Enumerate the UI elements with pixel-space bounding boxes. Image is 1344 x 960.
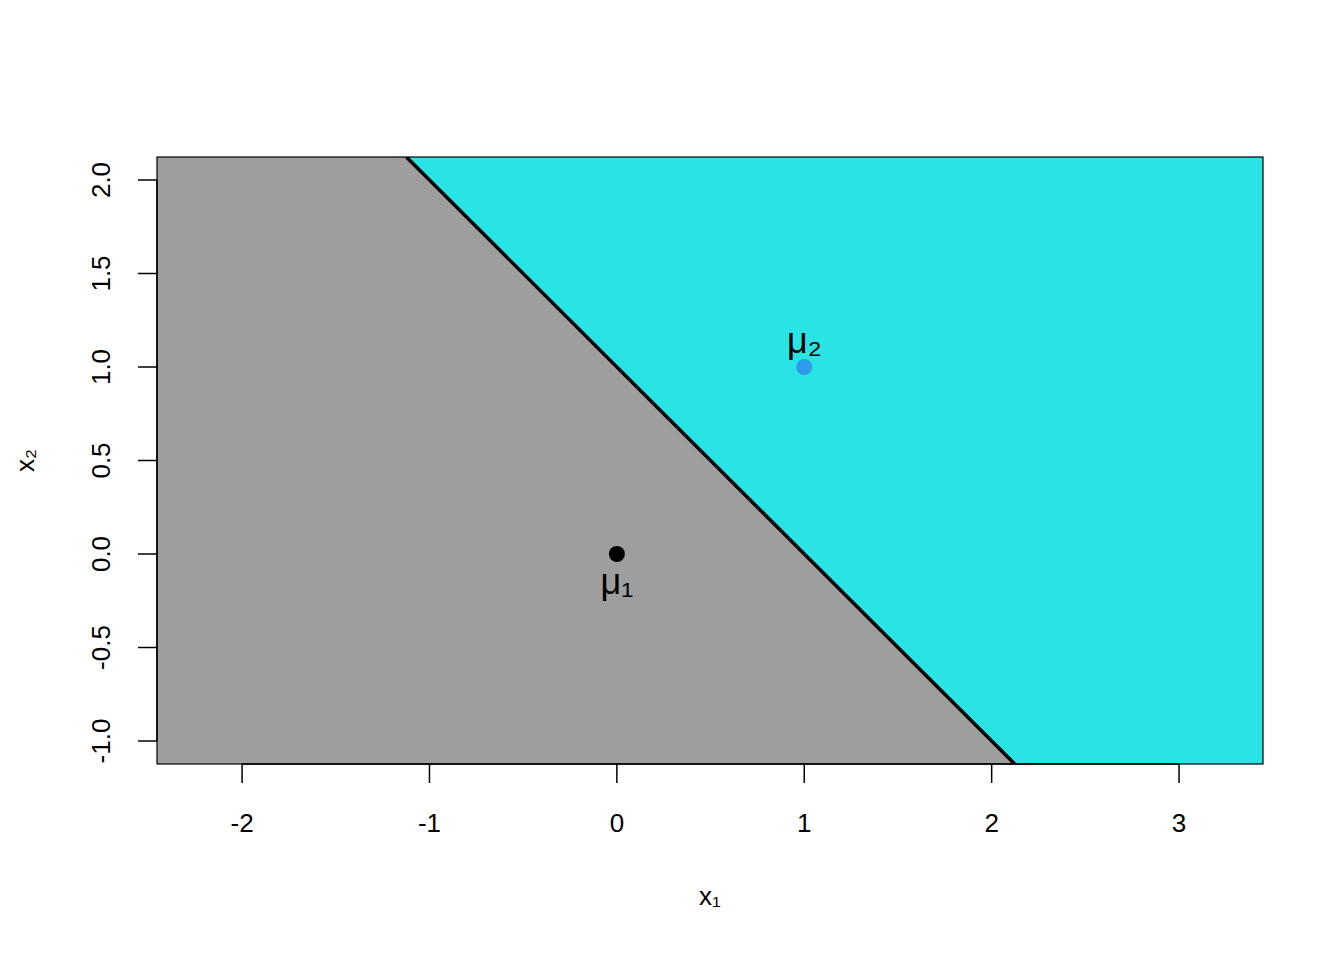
x-tick — [991, 764, 993, 783]
y-tick — [138, 553, 157, 555]
decision-boundary — [406, 157, 1014, 764]
x-tick-label: -1 — [418, 808, 441, 838]
y-axis-title: x₂ — [10, 449, 40, 472]
x-tick — [241, 764, 243, 783]
y-tick — [138, 179, 157, 181]
x-tick-label: -2 — [231, 808, 254, 838]
y-tick — [138, 647, 157, 649]
x-axis-line — [242, 763, 1179, 765]
point — [609, 546, 625, 562]
point — [796, 359, 812, 375]
plot-area — [157, 157, 1263, 764]
x-tick-label: 1 — [797, 808, 811, 838]
point-label: μ₂ — [787, 320, 822, 361]
y-tick — [138, 740, 157, 742]
y-tick — [138, 273, 157, 275]
x-tick-label: 0 — [610, 808, 624, 838]
y-tick — [138, 460, 157, 462]
y-tick — [138, 366, 157, 368]
y-tick-label: 1.5 — [86, 255, 116, 291]
y-tick-label: 1.0 — [86, 349, 116, 385]
x-axis-title: x₁ — [699, 881, 721, 911]
y-tick-label: -1.0 — [86, 719, 116, 764]
x-tick-label: 2 — [984, 808, 998, 838]
x-tick — [616, 764, 618, 783]
y-tick-label: -0.5 — [86, 625, 116, 670]
y-tick-label: 0.5 — [86, 442, 116, 478]
point-label: μ₁ — [600, 561, 633, 602]
region — [406, 157, 1263, 764]
chart: μ₁ μ₂ -2 -1 0 1 2 3 -1.0 -0.5 0.0 0.5 1.0 1.5 2.0 x₁ x₂ — [0, 0, 1344, 960]
y-tick-label: 2.0 — [86, 162, 116, 198]
x-tick — [1178, 764, 1180, 783]
x-tick — [804, 764, 806, 783]
frame — [157, 157, 1263, 764]
y-tick-label: 0.0 — [86, 536, 116, 572]
x-tick — [429, 764, 431, 783]
x-tick-label: 3 — [1172, 808, 1186, 838]
